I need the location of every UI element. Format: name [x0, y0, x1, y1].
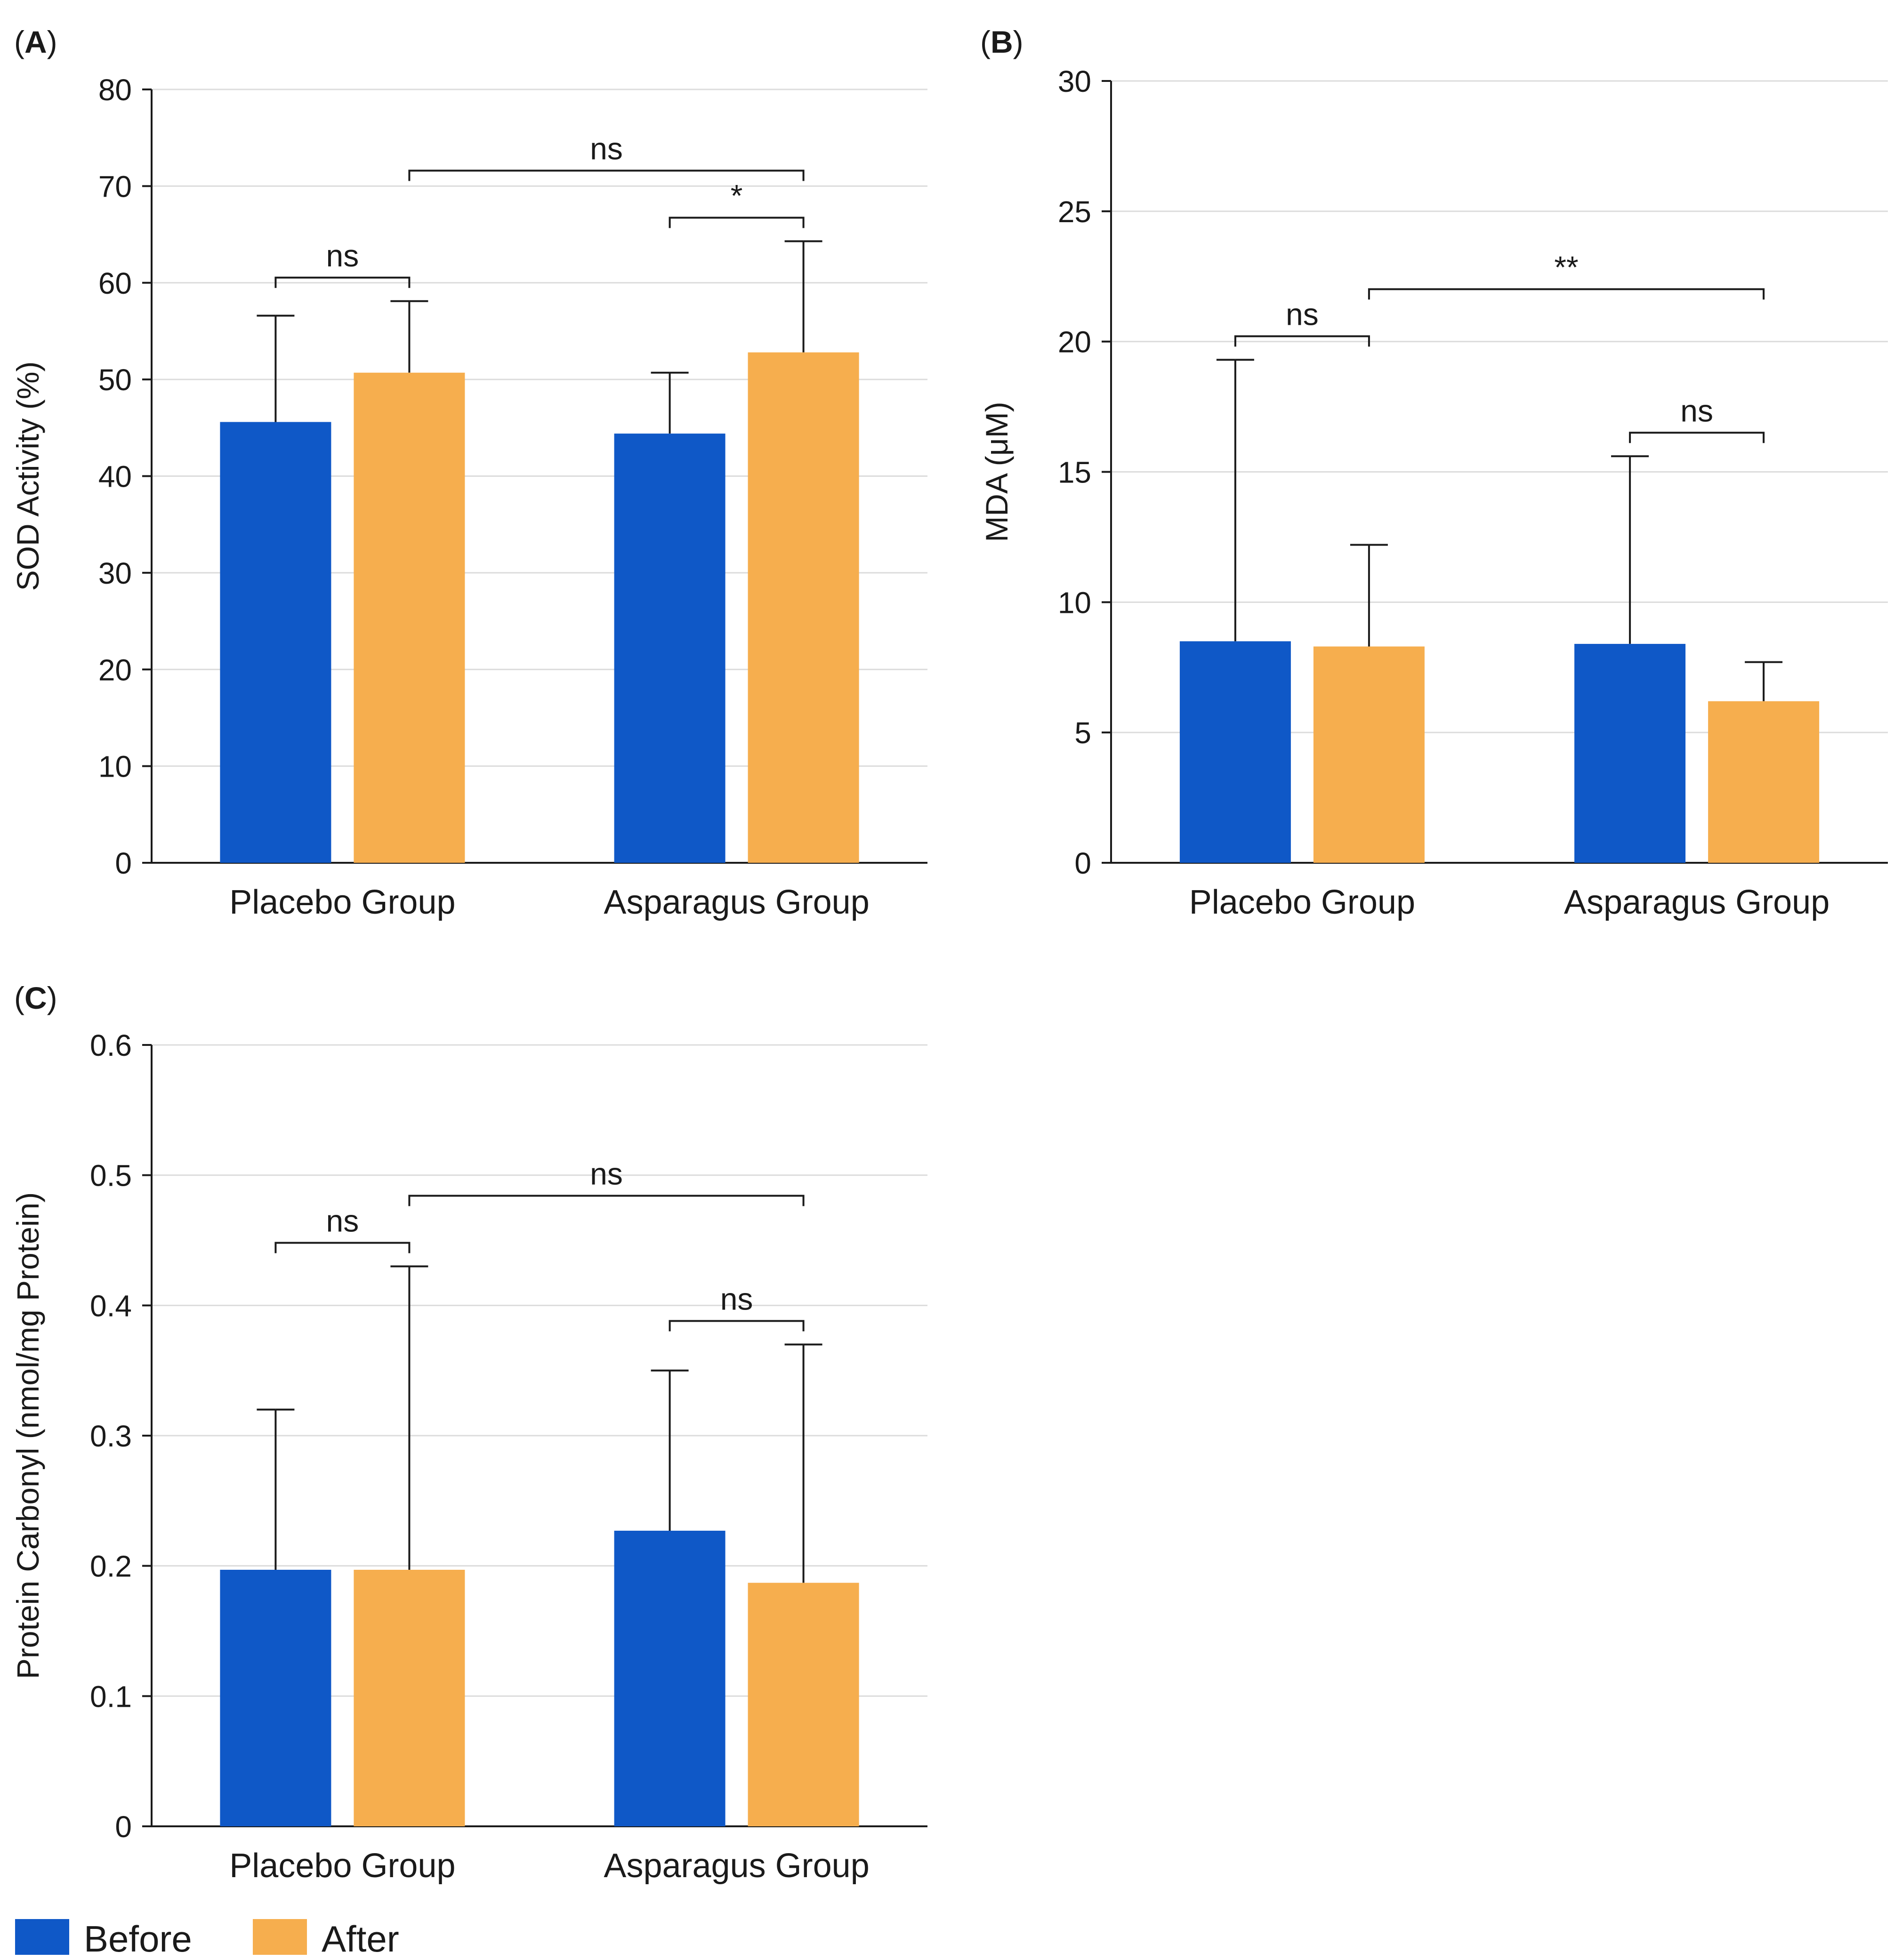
significance-label: ns [720, 1281, 753, 1316]
y-tick-label: 25 [1058, 195, 1091, 229]
x-category-label: Placebo Group [1189, 884, 1415, 921]
significance-label: ns [590, 1156, 623, 1191]
panel-label: (A) [14, 24, 57, 59]
bar-before [614, 1530, 725, 1826]
legend-swatch-after [253, 1919, 307, 1955]
y-tick-label: 5 [1074, 716, 1091, 750]
panel-letter: A [24, 24, 47, 59]
y-tick-label: 80 [98, 73, 132, 107]
panel-label: (C) [14, 980, 57, 1015]
significance-bracket [1629, 432, 1765, 443]
panel-label-open: ( [14, 980, 24, 1015]
panel-b-chart: (B) 0 5 10 15 20 25 30 MDA (μM) Placebo Group Aspa… [979, 24, 1888, 921]
y-tick-label: 0 [115, 846, 132, 880]
significance-label: ns [590, 131, 623, 166]
bar-before [220, 422, 331, 863]
x-category-label: Asparagus Group [1564, 884, 1829, 921]
y-tick-label: 15 [1058, 456, 1091, 490]
panel-letter: C [24, 980, 47, 1015]
bar-before [1179, 641, 1291, 863]
significance-label: ns [1286, 297, 1319, 331]
significance-bracket [1234, 335, 1370, 347]
y-tick-label: 40 [98, 460, 132, 494]
significance-bracket [408, 1195, 805, 1206]
y-axis-title: Protein Carbonyl (nmol/mg Protein) [10, 1192, 45, 1679]
y-tick-label: 60 [98, 266, 132, 300]
bar-after [354, 1569, 465, 1826]
y-tick-label: 10 [98, 750, 132, 784]
y-tick-label: 20 [98, 653, 132, 687]
significance-bracket [274, 1242, 411, 1253]
legend-label-before: Before [84, 1918, 192, 1960]
panel-letter: B [991, 24, 1013, 59]
y-tick-label: 10 [1058, 586, 1091, 619]
significance-label: * [731, 178, 743, 213]
legend: Before After [15, 1918, 399, 1960]
panel-label-close: ) [47, 24, 57, 59]
y-tick-label: 50 [98, 363, 132, 397]
panel-label-open: ( [980, 24, 991, 59]
panel-label-close: ) [1013, 24, 1024, 59]
legend-label-after: After [322, 1918, 399, 1960]
significance-bracket [1368, 288, 1765, 300]
y-tick-label: 0.4 [90, 1289, 132, 1323]
x-category-label: Placebo Group [229, 884, 455, 921]
y-axis-title: MDA (μM) [979, 402, 1014, 542]
y-tick-label: 0.3 [90, 1419, 132, 1453]
bar-after [354, 372, 465, 863]
significance-label: ** [1554, 249, 1578, 284]
significance-bracket [274, 276, 411, 288]
bar-after [1708, 701, 1820, 863]
panel-a-chart: (A) 0 10 20 30 40 50 60 70 80 SOD Activity (%) Plac… [10, 24, 927, 921]
panel-label-open: ( [14, 24, 24, 59]
y-tick-label: 0.1 [90, 1679, 132, 1713]
panel-label-close: ) [47, 980, 57, 1015]
y-tick-label: 0.2 [90, 1550, 132, 1583]
x-category-label: Asparagus Group [604, 1847, 869, 1885]
significance-label: ns [326, 1203, 359, 1238]
y-tick-label: 0 [115, 1810, 132, 1844]
y-tick-label: 0 [1074, 846, 1091, 880]
y-tick-label: 0.6 [90, 1028, 132, 1062]
y-tick-label: 20 [1058, 325, 1091, 359]
bar-after [748, 1582, 859, 1826]
y-tick-label: 30 [1058, 64, 1091, 98]
legend-swatch-before [15, 1919, 69, 1955]
y-tick-label: 30 [98, 556, 132, 590]
bar-after [748, 352, 859, 863]
y-axis-title: SOD Activity (%) [10, 361, 45, 591]
bar-before [1574, 643, 1686, 863]
significance-bracket [669, 1320, 805, 1332]
bar-before [614, 434, 725, 863]
significance-bracket [669, 217, 805, 228]
bar-before [220, 1569, 331, 1826]
panel-c-chart: (C) 0 0.1 0.2 0.3 0.4 0.5 0.6 Protein Carbonyl (… [10, 980, 927, 1885]
panel-label: (B) [980, 24, 1024, 59]
significance-label: ns [326, 238, 359, 273]
significance-bracket [408, 169, 805, 181]
bar-after [1313, 646, 1425, 863]
x-category-label: Placebo Group [229, 1847, 455, 1885]
y-tick-label: 0.5 [90, 1159, 132, 1193]
y-tick-label: 70 [98, 169, 132, 203]
x-category-label: Asparagus Group [604, 884, 869, 921]
significance-label: ns [1680, 393, 1713, 428]
